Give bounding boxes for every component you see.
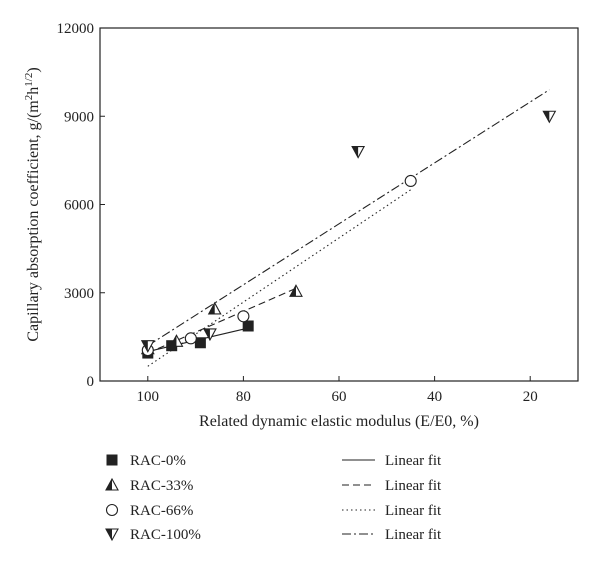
legend-label-series-3: RAC-66%: [130, 503, 193, 519]
x-axis-title: Related dynamic elastic modulus (E/E0, %…: [199, 413, 479, 430]
data-point-series-4: [542, 110, 557, 124]
data-point-series-3: [237, 310, 250, 323]
legend-marker-series-4: [105, 528, 119, 542]
y-axis-title-sup1: 2: [23, 95, 35, 101]
legend-fit-label-3: Linear fit: [385, 503, 442, 519]
data-point-series-2: [207, 301, 222, 315]
data-point-series-1: [194, 337, 206, 349]
data-point-series-1: [242, 320, 254, 332]
y-tick-label: 6000: [64, 198, 94, 214]
x-tick-label: 40: [427, 389, 442, 405]
legend-fit-label-1: Linear fit: [385, 453, 442, 469]
data-point-series-3: [404, 174, 417, 188]
legend-fit-label-2: Linear fit: [385, 478, 442, 494]
data-point-series-4: [203, 328, 217, 342]
y-axis-title-end: ): [25, 67, 42, 72]
y-axis-title-mid: h: [25, 87, 42, 95]
x-tick-label: 60: [332, 389, 347, 405]
data-point-series-2: [289, 284, 303, 297]
y-axis-title: Capillary absorption coefficient, g/(m2h…: [23, 67, 42, 341]
marker-half-fill: [208, 302, 215, 314]
fit-line-series-4: [147, 89, 550, 347]
legend-fit-label-4: Linear fit: [385, 527, 442, 543]
plot-area: [140, 89, 557, 367]
y-tick-label: 3000: [64, 286, 94, 302]
x-tick-label: 20: [523, 389, 538, 405]
x-tick-label: 80: [236, 389, 251, 405]
plot-frame: [99, 27, 579, 382]
marker-half-fill: [141, 340, 148, 352]
axis-ticks: 100 80 60 40 20 0 3000 6000 9000 12000: [57, 21, 538, 405]
data-point-series-4: [140, 340, 155, 353]
marker-half-fill: [289, 285, 296, 297]
data-point-series-3: [184, 332, 197, 345]
y-tick-label: 0: [87, 374, 95, 390]
marker-half-fill: [543, 111, 550, 123]
fit-line-series-3: [147, 189, 412, 367]
data-point-series-4: [351, 146, 366, 159]
legend: RAC-0% Linear fit RAC-33% Linear fit RAC-66%…: [105, 453, 442, 543]
marker-half-fill: [106, 479, 112, 490]
marker-half-fill: [203, 328, 210, 340]
y-tick-label: 9000: [64, 109, 94, 125]
legend-marker-series-2: [105, 477, 119, 491]
y-tick-label: 12000: [57, 21, 95, 37]
x-tick-label: 100: [137, 389, 160, 405]
legend-label-series-1: RAC-0%: [130, 453, 186, 469]
data-point-series-2: [169, 334, 184, 347]
legend-marker-series-3: [105, 503, 119, 517]
y-axis-title-sup2: 1/2: [23, 73, 35, 87]
y-axis-title-main: Capillary absorption coefficient, g/(m: [25, 100, 42, 342]
marker-half-fill: [170, 335, 177, 347]
marker-half-fill: [106, 529, 112, 540]
legend-label-series-4: RAC-100%: [130, 527, 201, 543]
legend-marker-series-1: [106, 454, 118, 466]
legend-label-series-2: RAC-33%: [130, 478, 193, 494]
marker-half-fill: [352, 146, 359, 158]
